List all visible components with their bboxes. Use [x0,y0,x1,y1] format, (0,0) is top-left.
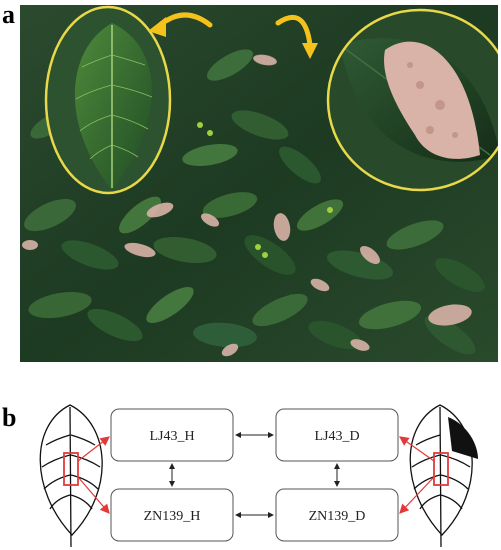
tea-plant-photo [20,5,498,362]
panel-label-a: a [2,0,15,29]
panel-label-b: b [2,403,17,432]
arrowhead-healthy [148,17,166,37]
callout-diseased-leaf [326,8,498,192]
sample-arrows [77,436,435,514]
box-lj43-h: LJ43_H [110,408,234,462]
comparison-diagram: LJ43_H LJ43_D ZN139_H ZN139_D [39,404,478,548]
lesion-fill [448,417,478,459]
box-lj43-d-label: LJ43_D [314,429,359,444]
healthy-leaf-sketch [39,404,103,548]
box-zn139-h-label: ZN139_H [144,509,201,524]
box-zn139-d: ZN139_D [275,488,399,542]
red-arrow-diseased-top [399,436,435,462]
box-lj43-h-label: LJ43_H [149,429,194,444]
red-arrow-healthy-bottom [77,476,110,514]
red-arrow-healthy-top [77,436,110,462]
lesions [22,54,472,357]
red-arrow-diseased-bottom [399,476,435,514]
box-zn139-h: ZN139_H [110,488,234,542]
foliage [24,49,485,355]
box-zn139-d-label: ZN139_D [309,509,366,524]
callout-healthy-leaf [44,5,172,195]
arrowhead-diseased [302,43,318,59]
arrow-to-diseased [275,15,313,48]
box-lj43-d: LJ43_D [275,408,399,462]
comparison-arrows [169,432,340,518]
healthy-sample-box [63,452,79,486]
diseased-sample-box [433,452,449,486]
diseased-leaf-sketch [409,404,473,548]
